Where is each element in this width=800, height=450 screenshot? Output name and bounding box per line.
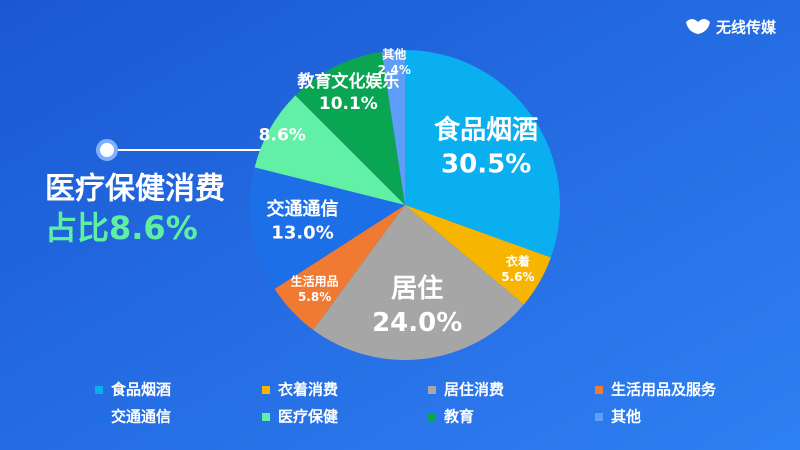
logo-icon bbox=[686, 19, 710, 34]
slice-value: 5.8% bbox=[298, 290, 331, 304]
slice-value: 10.1% bbox=[319, 94, 378, 114]
slice-name: 衣着 bbox=[506, 254, 530, 269]
legend-swatch bbox=[262, 413, 270, 421]
pie bbox=[249, 50, 560, 360]
slice-value: 8.6% bbox=[259, 126, 306, 146]
legend-label: 教育 bbox=[443, 408, 474, 426]
callout-value: 占比8.6% bbox=[45, 209, 198, 247]
slice-name: 居住 bbox=[391, 273, 443, 304]
slice-value: 24.0% bbox=[372, 308, 462, 338]
slice-name: 其他 bbox=[382, 47, 406, 62]
legend-label: 居住消费 bbox=[444, 381, 504, 399]
legend-swatch bbox=[95, 386, 103, 394]
slice bbox=[381, 50, 405, 205]
legend-swatch bbox=[95, 413, 103, 421]
logo: 无线传媒 bbox=[686, 19, 777, 37]
legend-label: 食品烟酒 bbox=[111, 381, 171, 399]
slice-value: 2.4% bbox=[378, 63, 411, 77]
slice bbox=[405, 205, 551, 305]
callout-dot bbox=[96, 139, 118, 161]
slice-name: 食品烟酒 bbox=[434, 115, 538, 146]
legend-label: 其他 bbox=[611, 408, 641, 426]
brand: 无线传媒 bbox=[715, 19, 777, 37]
slice-value: 5.6% bbox=[501, 270, 534, 284]
slice bbox=[295, 51, 405, 206]
slice-name: 生活用品 bbox=[291, 274, 339, 289]
legend-swatch bbox=[428, 386, 436, 394]
legend-label: 衣着消费 bbox=[278, 381, 338, 399]
legend-swatch bbox=[595, 386, 603, 394]
callout-title: 医疗保健消费 bbox=[45, 172, 225, 207]
slice bbox=[254, 95, 405, 205]
slice bbox=[313, 205, 524, 360]
legend-swatch bbox=[262, 386, 270, 394]
legend-label: 生活用品及服务 bbox=[611, 381, 717, 399]
slice bbox=[274, 205, 405, 330]
legend-label: 医疗保健 bbox=[278, 408, 338, 426]
slice bbox=[249, 167, 405, 289]
slice bbox=[405, 50, 560, 258]
legend-label: 交通通信 bbox=[111, 408, 171, 426]
slice-value: 30.5% bbox=[441, 149, 531, 179]
slice-value: 13.0% bbox=[271, 223, 333, 244]
legend-swatch bbox=[595, 413, 603, 421]
slice-name: 教育文化娱乐 bbox=[296, 71, 399, 92]
slice-name: 交通通信 bbox=[267, 198, 339, 220]
legend-swatch bbox=[428, 413, 436, 421]
